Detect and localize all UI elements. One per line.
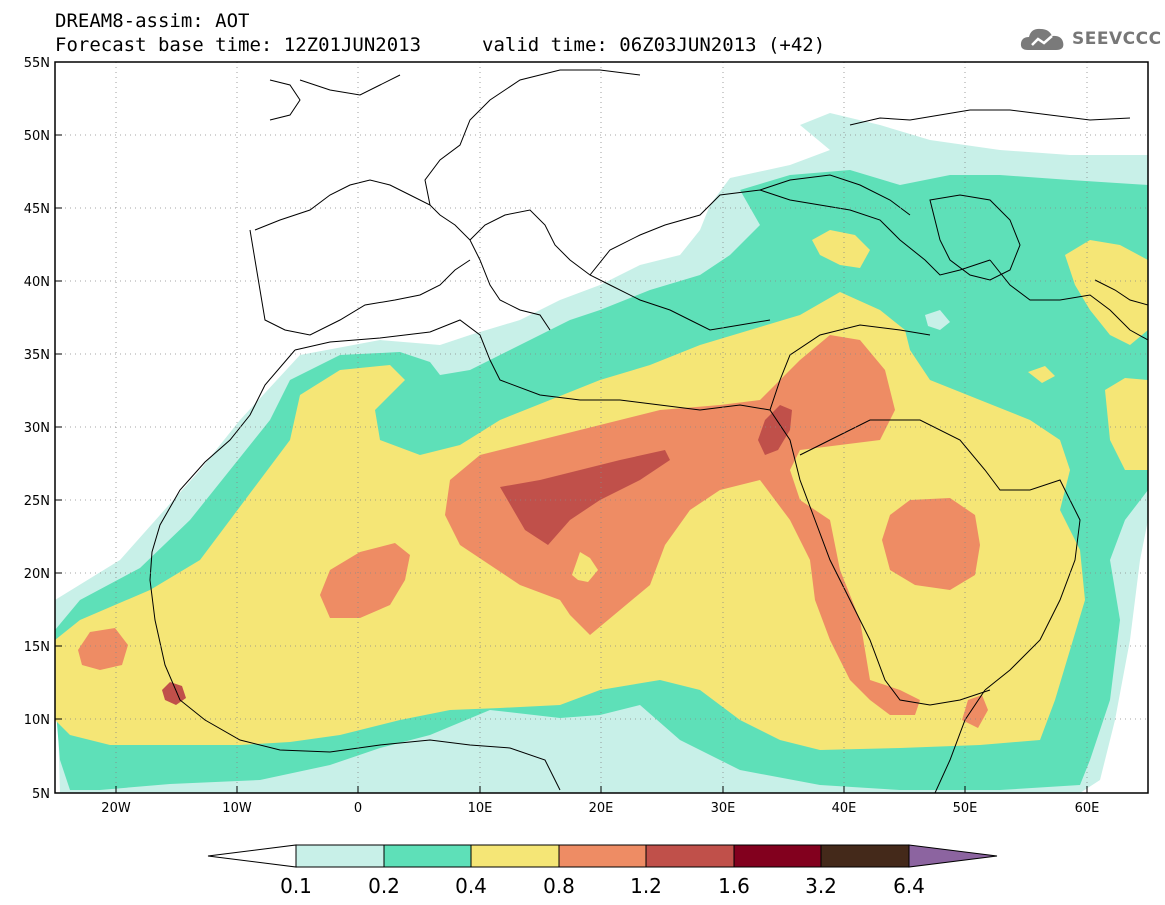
lat-label: 55N [24,56,50,71]
aot-band-08-somalia [962,695,988,728]
aot-band-12-sinai [758,405,792,455]
aot-spot-arabia-yellow [1105,378,1148,470]
lat-label: 50N [24,129,50,144]
axis-ticks [55,134,1088,793]
lat-label: 10N [24,713,50,728]
colorbar-label: 3.2 [805,874,837,898]
lon-label: 30E [711,801,736,816]
aot-band-08-main [445,335,920,715]
lat-label: 25N [24,494,50,509]
lat-labels: 55N 50N 45N 40N 35N 30N 25N 20N 15N 10N … [24,56,50,802]
colorbar-swatch [470,844,560,868]
lon-label: 20W [101,801,131,816]
aot-band-08-algeria [320,543,410,618]
aot-field [55,113,1148,793]
lon-labels: 20W 10W 0 10E 20E 30E 40E 50E 60E [101,801,1099,816]
aot-spot-black-sea-yellow [812,230,870,268]
coastlines [149,69,1148,793]
gridlines [55,62,1148,793]
colorbar-swatch [383,844,472,868]
lat-label: 35N [24,348,50,363]
aot-band-08-westafrica [78,628,128,670]
aot-hole-chad [572,552,598,582]
lon-label: 0 [354,801,362,816]
forecast-base-time: Forecast base time: 12Z01JUN2013 [55,34,422,56]
colorbar-label: 0.2 [368,874,400,898]
colorbar-label: 0.4 [455,874,487,898]
lon-label: 10W [222,801,252,816]
colorbar-swatch [558,844,647,868]
logo-text: SEEVCCC [1072,29,1162,49]
lat-label: 15N [24,640,50,655]
lat-label: 30N [24,421,50,436]
colorbar-label: 1.2 [630,874,662,898]
colorbar-high-arrow [908,844,998,868]
seevccc-logo: SEEVCCC [1018,22,1162,56]
aot-spot-kazakh-yellow [1065,240,1148,345]
colorbar-label: 1.6 [718,874,750,898]
colorbar-label: 0.8 [543,874,575,898]
aot-band-08-saudi [882,498,980,590]
lat-label: 20N [24,567,50,582]
aot-spot-iran-yellow [1028,366,1055,383]
colorbar-swatch [733,844,822,868]
cloud-icon [1020,28,1064,50]
lon-label: 20E [589,801,614,816]
lat-label: 45N [24,202,50,217]
colorbar: 0.1 0.2 0.4 0.8 1.2 1.6 3.2 6.4 [207,844,998,898]
colorbar-low-arrow [207,844,297,868]
colorbar-label: 0.1 [280,874,312,898]
colorbar-swatch [295,844,385,868]
lon-label: 10E [468,801,493,816]
lat-label: 40N [24,275,50,290]
aot-spot-caspian-light [925,310,950,330]
colorbar-swatch [645,844,735,868]
lon-label: 40E [832,801,857,816]
aot-band-12-libya [500,450,670,545]
lat-label: 5N [32,787,50,802]
colorbar-swatch [820,844,910,868]
lon-label: 60E [1075,801,1100,816]
valid-time: valid time: 06Z03JUN2013 (+42) [482,34,826,56]
map-title: DREAM8-assim: AOT [55,10,250,32]
lon-label: 50E [953,801,978,816]
colorbar-label: 6.4 [893,874,925,898]
